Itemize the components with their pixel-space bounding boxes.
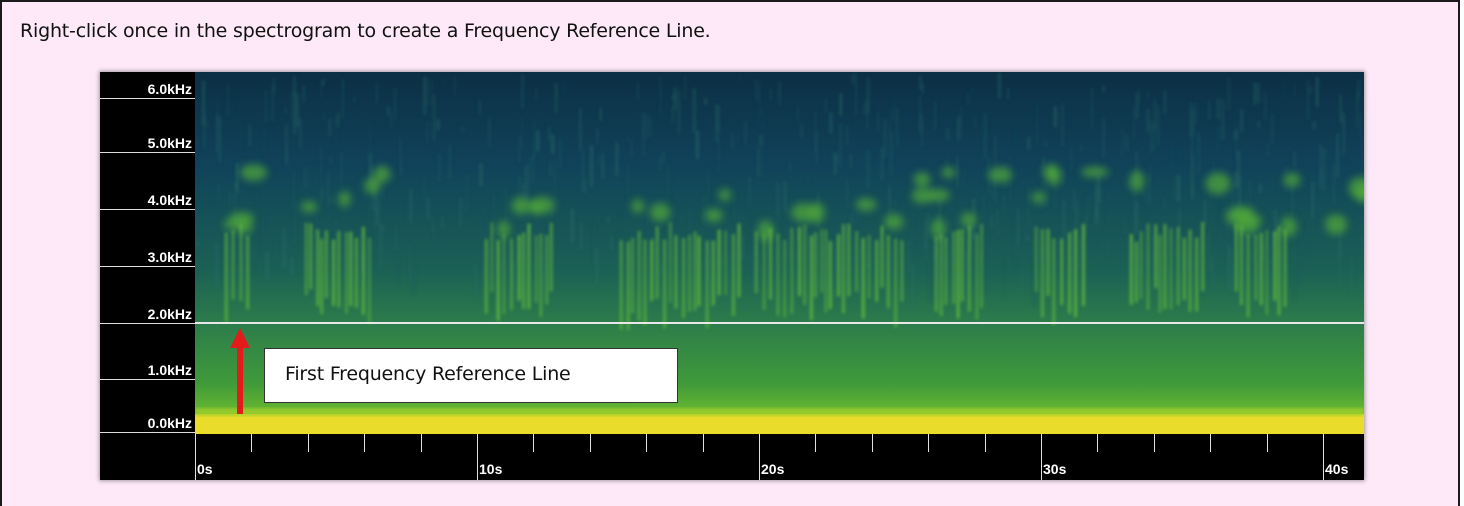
spectrogram-view[interactable]: 6.0kHz 5.0kHz 4.0kHz 3.0kHz 2.0kHz 1.0kH…: [100, 72, 1364, 480]
frequency-label: 2.0kHz: [147, 306, 192, 322]
time-label: 0s: [197, 461, 213, 477]
instruction-text: Right-click once in the spectrogram to c…: [20, 20, 711, 42]
frequency-label: 5.0kHz: [147, 135, 192, 151]
time-tick: [646, 434, 647, 452]
time-tick: [759, 434, 760, 480]
time-tick: [533, 434, 534, 452]
frequency-label: 6.0kHz: [147, 81, 192, 97]
time-tick: [364, 434, 365, 452]
time-tick: [477, 434, 478, 480]
time-label: 30s: [1043, 461, 1067, 477]
up-arrow-icon: [230, 328, 250, 414]
time-tick: [1154, 434, 1155, 452]
time-tick: [308, 434, 309, 452]
time-tick: [1323, 434, 1324, 480]
time-tick: [1041, 434, 1042, 480]
time-tick: [872, 434, 873, 452]
time-tick: [1267, 434, 1268, 452]
time-tick: [421, 434, 422, 452]
time-tick: [815, 434, 816, 452]
time-tick: [590, 434, 591, 452]
callout-text: First Frequency Reference Line: [285, 363, 571, 385]
time-tick: [1210, 434, 1211, 452]
time-tick: [703, 434, 704, 452]
time-axis: 0s 10s 20s 30s 40s: [195, 434, 1364, 480]
frequency-axis: 6.0kHz 5.0kHz 4.0kHz 3.0kHz 2.0kHz 1.0kH…: [100, 72, 195, 434]
time-label: 40s: [1325, 461, 1349, 477]
time-tick: [195, 434, 196, 480]
frequency-label: 0.0kHz: [147, 415, 192, 431]
time-label: 20s: [761, 461, 785, 477]
time-tick: [928, 434, 929, 452]
frequency-reference-line[interactable]: [195, 322, 1364, 324]
time-tick: [985, 434, 986, 452]
time-tick: [251, 434, 252, 452]
frequency-label: 4.0kHz: [147, 192, 192, 208]
frequency-label: 1.0kHz: [147, 362, 192, 378]
time-label: 10s: [479, 461, 503, 477]
frequency-label: 3.0kHz: [147, 249, 192, 265]
time-tick: [1097, 434, 1098, 452]
callout-box: First Frequency Reference Line: [264, 348, 678, 403]
